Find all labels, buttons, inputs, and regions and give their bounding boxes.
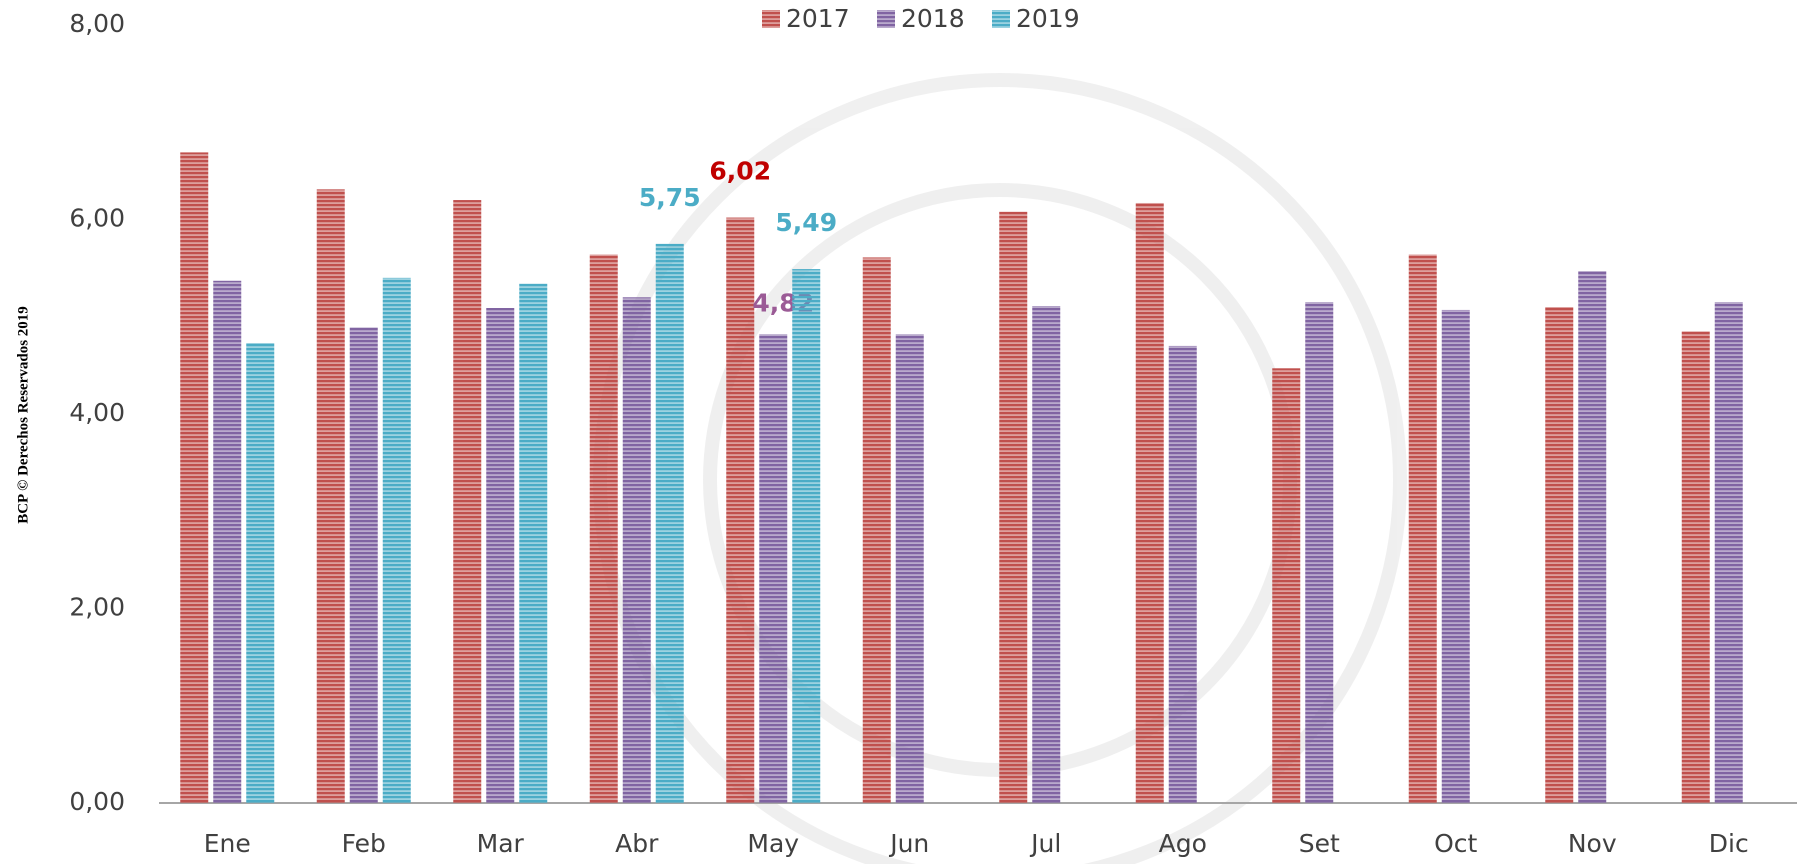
bar (382, 277, 411, 804)
x-tick-label: Feb (342, 829, 386, 858)
legend-swatch (877, 10, 895, 28)
x-tick-label: Ago (1159, 829, 1207, 858)
x-tick-label: Jun (888, 829, 929, 858)
y-tick-label: 6,00 (69, 204, 125, 233)
legend-swatch (762, 10, 780, 28)
bar (453, 200, 482, 804)
bar (589, 254, 618, 803)
bar (1681, 331, 1710, 803)
bar (213, 280, 242, 804)
bar (519, 283, 548, 803)
bar (316, 189, 345, 804)
x-tick-label: Ene (204, 829, 251, 858)
bar (622, 297, 651, 803)
x-tick-label: Dic (1709, 829, 1749, 858)
bar (1441, 309, 1470, 803)
y-tick-label: 0,00 (69, 787, 125, 816)
bar (1408, 254, 1437, 803)
legend-label: 2018 (901, 4, 965, 33)
bar (1545, 307, 1574, 803)
x-tick-label: May (747, 829, 799, 858)
bar (1168, 345, 1197, 803)
bar (1032, 306, 1061, 803)
data-label: 5,49 (775, 208, 837, 237)
bar (349, 327, 378, 803)
bar (1714, 302, 1743, 803)
x-tick-label: Nov (1568, 829, 1617, 858)
legend-swatch (992, 10, 1010, 28)
bar (1578, 271, 1607, 804)
bar (792, 269, 821, 803)
data-label: 6,02 (709, 157, 771, 186)
bar (246, 343, 275, 803)
bar (180, 152, 209, 803)
bar (486, 307, 515, 803)
y-tick-label: 8,00 (69, 9, 125, 38)
legend-label: 2017 (786, 4, 850, 33)
bar (895, 334, 924, 803)
x-tick-label: Abr (615, 829, 659, 858)
y-tick-label: 2,00 (69, 593, 125, 622)
bar (655, 243, 684, 803)
bar (726, 217, 755, 803)
data-label: 5,75 (639, 183, 701, 212)
bar (1135, 202, 1164, 803)
x-tick-label: Jul (1029, 829, 1061, 858)
bar (759, 334, 788, 803)
bar (1305, 302, 1334, 803)
x-tick-label: Oct (1434, 829, 1477, 858)
y-tick-label: 4,00 (69, 398, 125, 427)
x-tick-label: Mar (477, 829, 525, 858)
bar (1272, 368, 1301, 803)
source-note: BCP © Derechos Reservados 2019 (15, 306, 31, 524)
legend-label: 2019 (1016, 4, 1080, 33)
bar (999, 211, 1028, 804)
x-tick-label: Set (1299, 829, 1340, 858)
bar (862, 257, 891, 803)
